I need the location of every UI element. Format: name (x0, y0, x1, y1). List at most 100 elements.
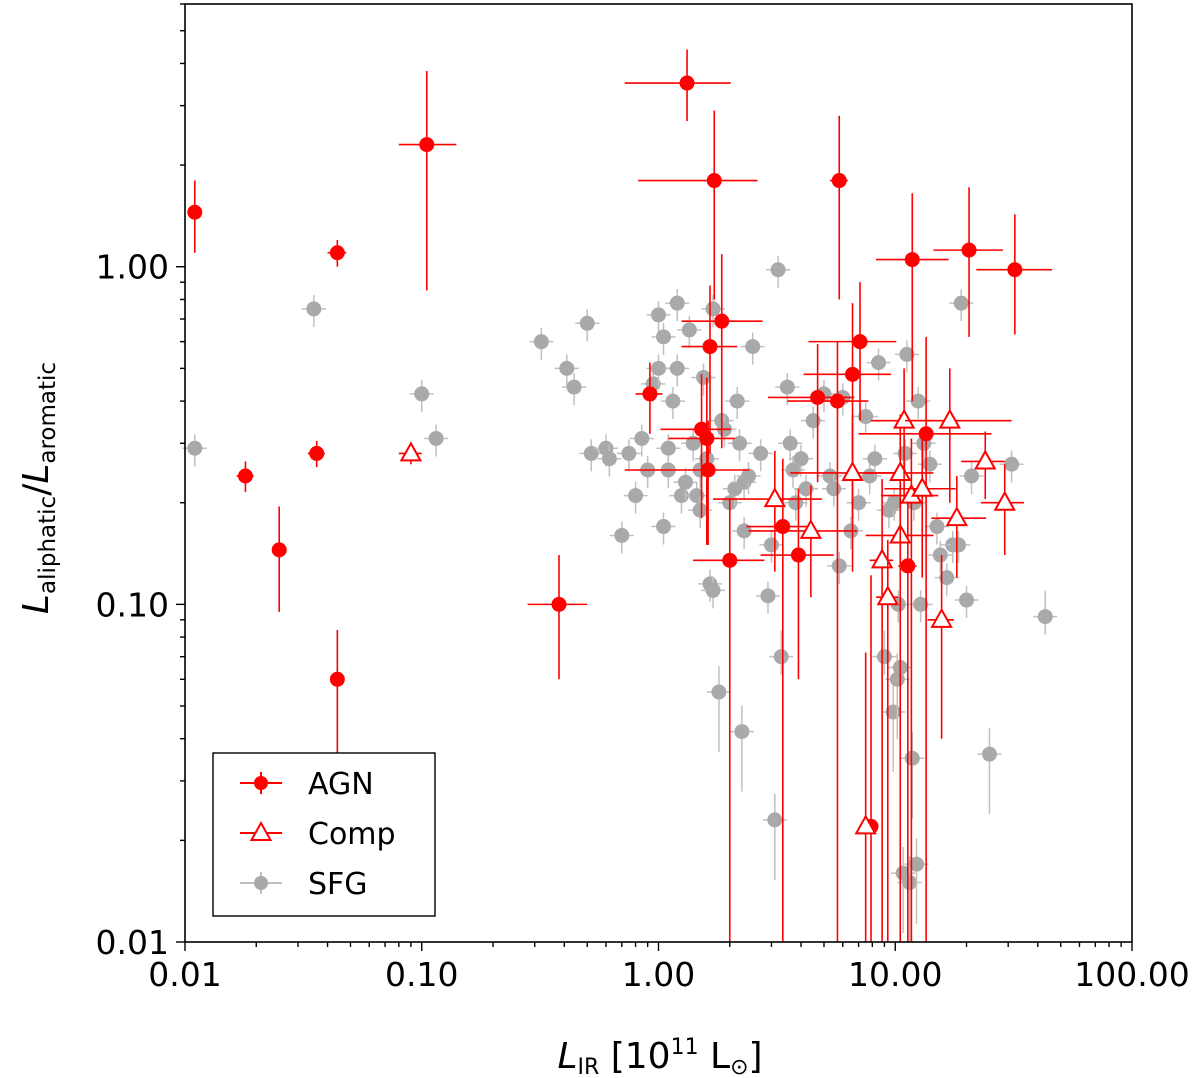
comp-point (748, 485, 858, 598)
sfg-point (727, 429, 752, 462)
y-tick-label: 0.01 (96, 923, 169, 962)
agn-point (693, 499, 765, 942)
sfg-point (789, 444, 814, 477)
sfg-marker (886, 495, 902, 511)
sfg-point (529, 327, 554, 360)
sfg-marker (753, 445, 769, 461)
comp-marker (945, 506, 969, 527)
sfg-marker (734, 724, 750, 740)
comp-marker (889, 460, 912, 481)
comp-point (884, 433, 956, 578)
legend-box (212, 752, 436, 917)
legend-sfg-marker (254, 876, 268, 890)
sfg-marker (773, 649, 789, 665)
sfg-point (766, 255, 791, 288)
sfg-marker (826, 481, 842, 497)
comp-point (713, 450, 822, 572)
comp-marker (870, 548, 894, 569)
legend-entry-agn: AGN (240, 767, 374, 802)
sfg-marker (909, 856, 925, 872)
sfg-marker (628, 488, 644, 504)
sfg-point (656, 456, 681, 489)
sfg-marker (566, 379, 582, 395)
agn-marker (271, 542, 287, 558)
agn-marker (829, 393, 845, 409)
sfg-marker (767, 812, 783, 828)
agn-point (307, 440, 325, 468)
sfg-marker (579, 315, 595, 331)
sfg-point (759, 530, 784, 563)
sfg-marker (871, 355, 887, 371)
sfg-point (934, 563, 959, 596)
sfg-marker (692, 502, 708, 518)
sfg-marker (414, 386, 430, 402)
sfg-marker (187, 440, 203, 456)
legend-entry-sfg: SFG (240, 867, 368, 902)
sfg-point (301, 294, 326, 327)
sfg-point (609, 521, 634, 554)
comp-marker (399, 441, 423, 462)
sfg-marker (981, 746, 997, 762)
sfg-marker (685, 435, 701, 451)
sfg-point (769, 630, 794, 675)
sfg-marker (651, 307, 666, 323)
comp-point (869, 479, 894, 942)
agn-point (624, 49, 731, 122)
sfg-point (755, 581, 780, 614)
agn-marker (551, 596, 567, 612)
sfg-point (736, 461, 761, 494)
sfg-marker (621, 445, 637, 461)
sfg-marker (745, 339, 761, 355)
legend-comp-label: Comp (308, 817, 396, 852)
legend-comp-marker (249, 820, 273, 841)
x-tick-label: 10.00 (848, 955, 942, 994)
sfg-point (904, 838, 929, 925)
sfg-point (646, 300, 671, 333)
sfg-point (897, 856, 922, 942)
sfg-marker (831, 558, 847, 574)
sfg-marker (951, 537, 967, 553)
sfg-point (999, 450, 1024, 483)
sfg-point (409, 379, 434, 412)
sfg-marker (922, 456, 938, 472)
legend-agn-marker (254, 776, 268, 790)
sfg-marker (964, 468, 980, 484)
sfg-marker (656, 519, 672, 535)
sfg-point (778, 429, 803, 462)
comp-marker (854, 814, 877, 835)
agn-point (808, 282, 897, 421)
agn-marker (775, 519, 791, 535)
sfg-point (928, 541, 953, 574)
sfg-marker (1004, 456, 1020, 472)
sfg-marker (533, 334, 549, 350)
legend-sfg-label: SFG (308, 867, 368, 902)
sfg-point (579, 439, 604, 472)
sfg-point (977, 728, 1002, 815)
sfg-point (635, 456, 660, 489)
sfg-point (846, 488, 871, 521)
comp-marker (938, 408, 962, 429)
agn-marker (187, 204, 203, 220)
sfg-point (562, 373, 587, 406)
agn-point (624, 420, 750, 545)
agn-marker (845, 366, 861, 382)
sfg-marker (867, 451, 883, 467)
comp-point (931, 475, 987, 578)
agn-marker (329, 245, 345, 261)
sfg-point (775, 373, 800, 406)
agn-marker (714, 313, 730, 329)
agn-marker (309, 445, 325, 461)
legend: AGN Comp SFG (212, 752, 436, 917)
sfg-point (1033, 590, 1058, 635)
sfg-point (946, 530, 971, 563)
sfg-marker (583, 445, 599, 461)
sfg-marker (763, 537, 779, 553)
agn-marker (918, 426, 934, 442)
sfg-marker (669, 295, 685, 311)
sfg-marker (705, 301, 721, 317)
agn-point (398, 70, 457, 291)
sfg-point (616, 439, 641, 472)
sfg-marker (899, 346, 915, 362)
agn-marker (706, 173, 722, 189)
sfg-marker (656, 329, 672, 345)
